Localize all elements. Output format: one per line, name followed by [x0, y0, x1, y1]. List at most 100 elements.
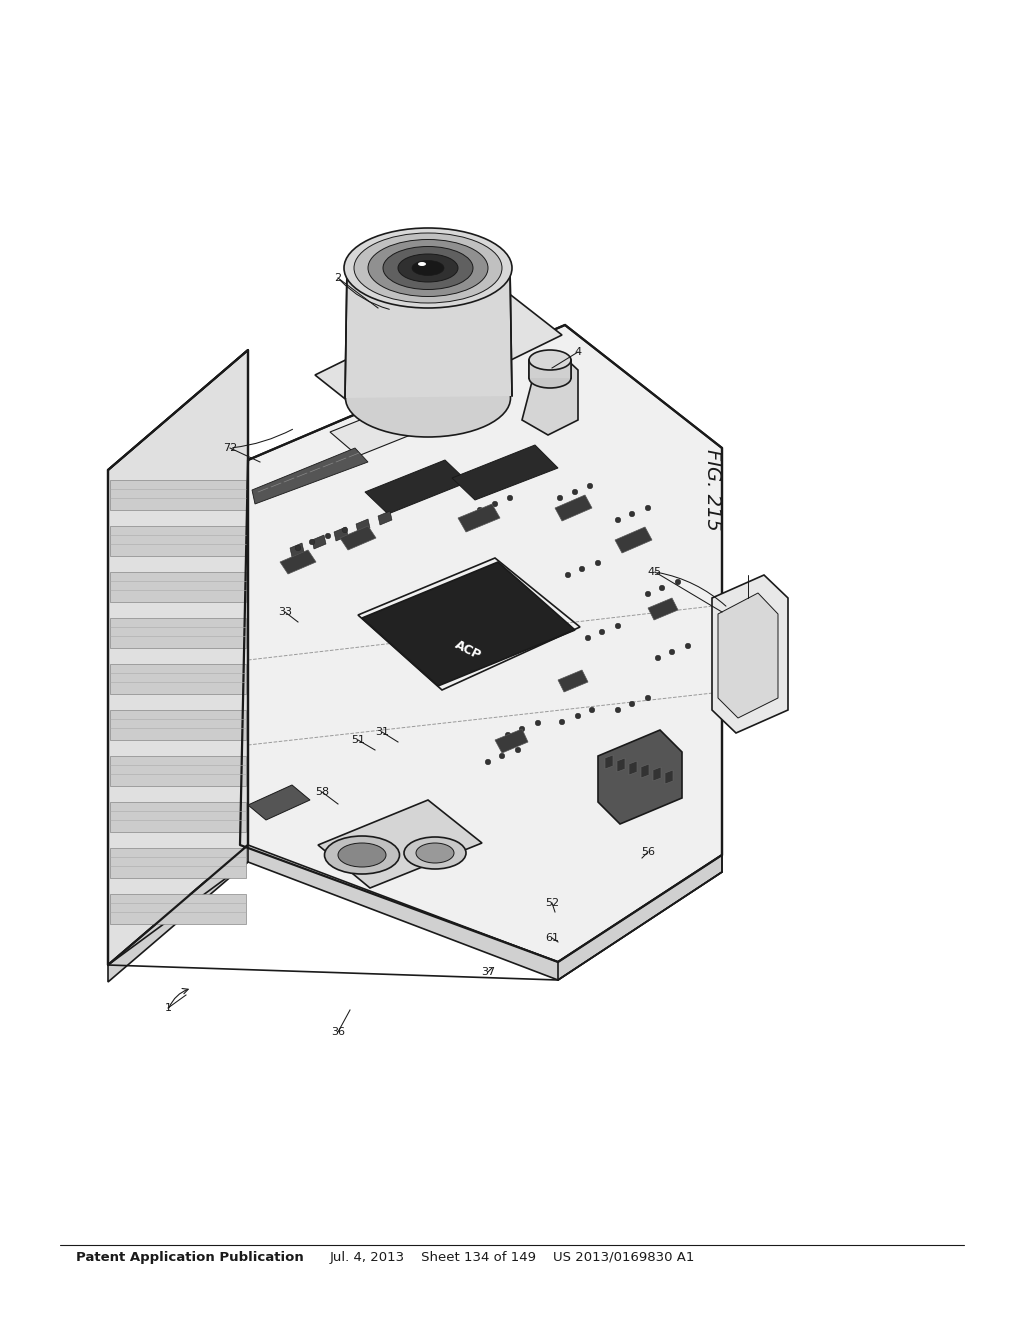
Polygon shape [110, 847, 246, 878]
Polygon shape [312, 535, 326, 549]
FancyArrowPatch shape [232, 429, 293, 447]
Circle shape [675, 579, 681, 585]
Ellipse shape [344, 228, 512, 308]
Text: Jul. 4, 2013    Sheet 134 of 149    US 2013/0169830 A1: Jul. 4, 2013 Sheet 134 of 149 US 2013/01… [330, 1250, 694, 1263]
Polygon shape [356, 519, 370, 533]
Circle shape [580, 566, 585, 572]
Polygon shape [458, 504, 500, 532]
Polygon shape [648, 598, 678, 620]
Circle shape [565, 572, 570, 578]
Polygon shape [252, 447, 368, 504]
Polygon shape [110, 480, 246, 510]
Polygon shape [340, 525, 376, 550]
Circle shape [559, 719, 565, 725]
Text: ACP: ACP [453, 638, 483, 663]
Polygon shape [365, 459, 468, 513]
Text: 31: 31 [375, 727, 389, 737]
Circle shape [629, 701, 635, 706]
Ellipse shape [416, 843, 454, 863]
Polygon shape [605, 755, 613, 770]
Polygon shape [315, 285, 562, 425]
Circle shape [599, 630, 605, 635]
Circle shape [536, 721, 541, 726]
Text: 58: 58 [315, 787, 329, 797]
Polygon shape [495, 729, 528, 752]
Circle shape [557, 495, 563, 500]
Polygon shape [378, 511, 392, 525]
Polygon shape [629, 762, 637, 775]
Text: FIG. 215: FIG. 215 [703, 449, 722, 531]
Polygon shape [290, 543, 304, 557]
Circle shape [659, 585, 665, 591]
Polygon shape [718, 593, 778, 718]
Polygon shape [110, 525, 246, 556]
Ellipse shape [338, 843, 386, 867]
Polygon shape [280, 550, 316, 574]
Text: 1: 1 [165, 1003, 171, 1012]
Circle shape [493, 502, 498, 507]
Polygon shape [110, 710, 246, 741]
Polygon shape [362, 562, 575, 686]
Text: 4: 4 [574, 347, 582, 356]
Text: 37: 37 [481, 968, 495, 977]
Polygon shape [110, 894, 246, 924]
Text: 33: 33 [278, 607, 292, 616]
Polygon shape [110, 572, 246, 602]
Circle shape [655, 655, 660, 661]
Circle shape [515, 747, 521, 752]
Polygon shape [110, 618, 246, 648]
Circle shape [589, 708, 595, 713]
Text: Patent Application Publication: Patent Application Publication [76, 1250, 304, 1263]
Polygon shape [452, 445, 558, 500]
FancyArrowPatch shape [657, 573, 726, 606]
Polygon shape [108, 350, 248, 965]
Circle shape [309, 539, 314, 545]
Polygon shape [617, 758, 625, 772]
Polygon shape [108, 845, 722, 982]
Circle shape [485, 759, 490, 764]
Ellipse shape [383, 247, 473, 289]
Ellipse shape [529, 368, 571, 388]
Circle shape [519, 726, 524, 731]
Polygon shape [522, 355, 578, 436]
Circle shape [500, 754, 505, 759]
Ellipse shape [412, 260, 444, 276]
Ellipse shape [398, 253, 458, 282]
Polygon shape [653, 767, 662, 781]
Circle shape [645, 591, 651, 597]
Circle shape [670, 649, 675, 655]
Circle shape [645, 506, 651, 511]
Polygon shape [110, 756, 246, 785]
Circle shape [572, 490, 578, 495]
Polygon shape [558, 671, 588, 692]
Ellipse shape [368, 239, 488, 297]
Text: 61: 61 [545, 933, 559, 942]
Ellipse shape [325, 836, 399, 874]
Polygon shape [665, 770, 673, 784]
Circle shape [629, 511, 635, 517]
Polygon shape [240, 325, 722, 962]
Polygon shape [555, 495, 592, 521]
FancyArrowPatch shape [340, 280, 389, 309]
Circle shape [595, 560, 601, 566]
Text: 72: 72 [223, 444, 238, 453]
Ellipse shape [345, 359, 511, 437]
Text: 36: 36 [331, 1027, 345, 1038]
Polygon shape [598, 730, 682, 824]
Ellipse shape [418, 261, 426, 267]
Polygon shape [110, 803, 246, 832]
Polygon shape [334, 527, 348, 541]
Ellipse shape [529, 350, 571, 370]
Circle shape [342, 527, 348, 533]
Polygon shape [712, 576, 788, 733]
Circle shape [585, 635, 591, 640]
Circle shape [505, 733, 511, 738]
Ellipse shape [404, 837, 466, 869]
Circle shape [615, 623, 621, 628]
Circle shape [615, 517, 621, 523]
Circle shape [507, 495, 513, 500]
Polygon shape [318, 800, 482, 888]
Polygon shape [641, 764, 649, 777]
Text: 45: 45 [648, 568, 663, 577]
Circle shape [477, 507, 482, 512]
